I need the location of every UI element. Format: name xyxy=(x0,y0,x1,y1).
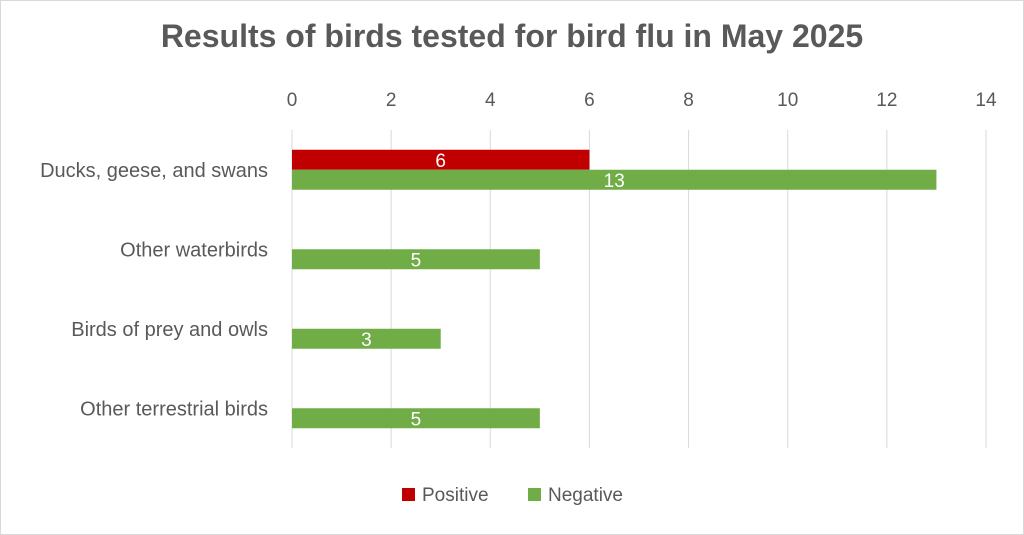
x-tick-label: 2 xyxy=(386,90,397,111)
x-tick-label: 10 xyxy=(777,90,798,111)
legend-label: Positive xyxy=(422,485,489,506)
data-label: 6 xyxy=(435,151,446,172)
x-axis-ticks: 0 2 4 6 8 10 12 14 xyxy=(287,90,997,111)
x-tick-label: 6 xyxy=(584,90,595,111)
data-labels: 6 13 5 3 5 xyxy=(361,151,625,431)
y-axis-categories: Ducks, geese, and swans Other waterbirds B… xyxy=(40,160,268,421)
x-tick-label: 4 xyxy=(485,90,496,111)
chart-title: Results of birds tested for bird flu in … xyxy=(160,18,864,54)
bar xyxy=(292,328,441,349)
data-label: 5 xyxy=(411,250,422,271)
data-label: 3 xyxy=(361,330,372,351)
y-category-label: Other terrestrial birds xyxy=(80,398,268,420)
legend-label: Negative xyxy=(548,485,623,506)
data-label: 5 xyxy=(411,409,422,430)
bar xyxy=(292,249,540,270)
bar xyxy=(292,169,937,190)
y-category-label: Other waterbirds xyxy=(120,239,268,261)
x-tick-label: 8 xyxy=(683,90,694,111)
x-tick-label: 12 xyxy=(876,90,897,111)
y-category-label: Birds of prey and owls xyxy=(71,319,268,341)
y-category-label: Ducks, geese, and swans xyxy=(40,160,268,182)
bar xyxy=(292,149,590,170)
x-tick-label: 0 xyxy=(287,90,298,111)
legend-swatch xyxy=(528,488,541,501)
data-label: 13 xyxy=(604,171,625,192)
bars xyxy=(292,149,937,429)
legend-swatch xyxy=(402,488,415,501)
x-tick-label: 14 xyxy=(975,90,997,111)
legend: Positive Negative xyxy=(402,485,623,506)
bar xyxy=(292,408,540,429)
